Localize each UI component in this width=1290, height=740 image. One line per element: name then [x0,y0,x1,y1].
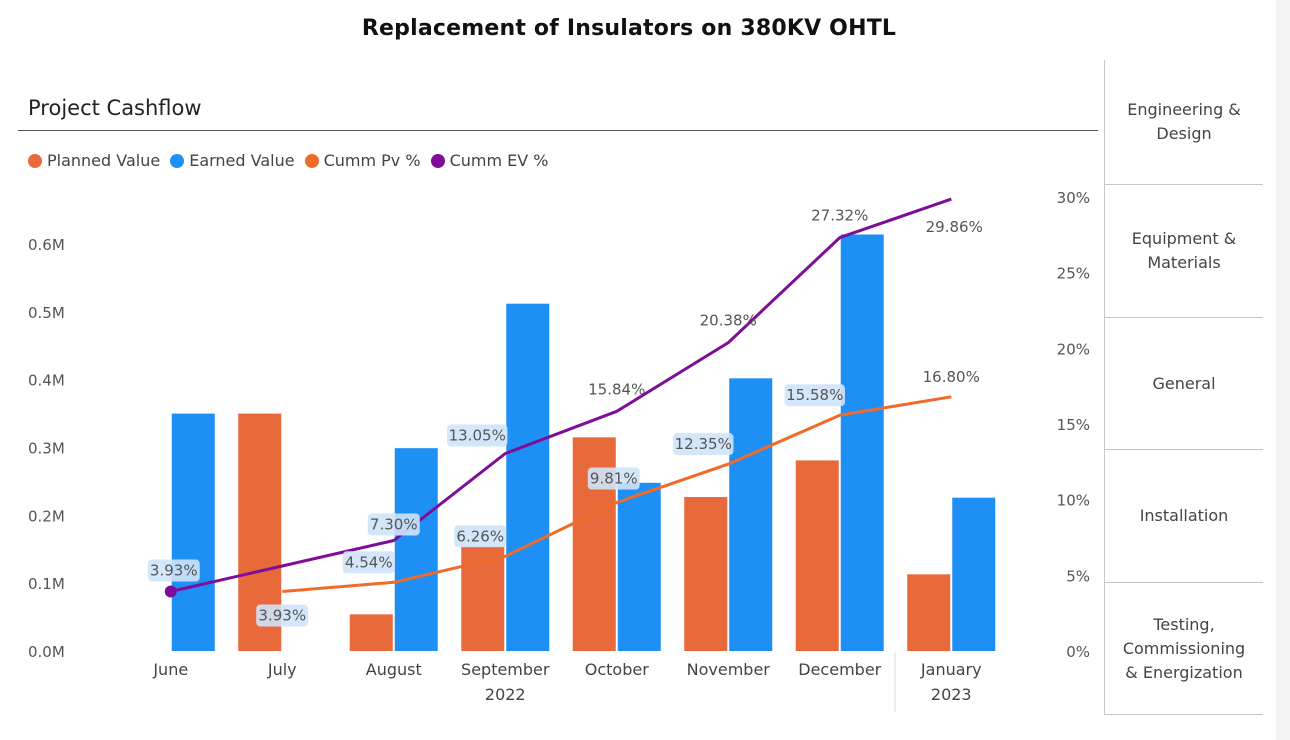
earned-value-bar [171,413,215,651]
cumm-ev-data-label: 3.93% [150,562,198,580]
cumm-ev-data-label: 7.30% [370,516,418,534]
x-tick-label: 2023 [931,685,972,704]
y-right-tick-label: 15% [1057,416,1090,434]
planned-value-bar [795,460,839,651]
data-label-box [367,513,420,536]
cumm-ev-line [170,197,952,593]
cashflow-chart: 0.0M 0.1M 0.2M 0.3M 0.4M 0.5M 0.6M 0% 5% 10% 15% 20… [28,189,1090,712]
chart-title: Project Cashflow [28,96,202,120]
page-title: Replacement of Insulators on 380KV OHTL [361,16,897,41]
x-tick-label: November [687,660,771,679]
cumm-pv-dot-icon [304,153,319,168]
legend-label: Planned Value [47,151,161,170]
y-right-tick-label: 20% [1057,340,1090,358]
y-left-tick-label: 0.2M [28,507,65,525]
x-tick-label: 2022 [485,685,526,704]
cumm-ev-data-label: 27.32% [811,207,868,225]
cumm-pv-data-label: 16.80% [923,368,980,386]
earned-value-dot-icon [170,153,185,168]
y-left-tick-label: 0.1M [28,575,65,593]
legend-item-planned-value[interactable]: Planned Value [28,151,160,170]
y-right-tick-label: 10% [1057,492,1090,510]
y-right-tick-label: 0% [1066,643,1090,661]
slicer-item-general[interactable]: General [1105,318,1263,450]
y-left-tick-label: 0.6M [28,236,65,254]
cumm-ev-dot-icon [430,153,445,168]
chart-legend: Planned Value Earned Value Cumm Pv % Cum… [28,151,558,170]
earned-value-bar [394,448,438,651]
cumm-pv-data-label: 15.58% [786,386,843,404]
legend-label: Earned Value [189,151,295,170]
category-slicer: Engineering & Design Equipment & Materia… [1104,60,1265,715]
y-right-tick-label: 5% [1066,567,1090,585]
x-tick-label: January [920,660,982,679]
data-label-box [454,525,507,548]
slicer-item-engineering-design[interactable]: Engineering & Design [1105,60,1263,185]
x-tick-label: June [152,660,188,679]
cumm-ev-point [164,585,177,598]
cumm-ev-data-label: 15.84% [588,380,645,398]
planned-value-bar [349,614,393,651]
planned-value-bar [907,574,951,651]
page-edge [1276,0,1290,740]
cumm-pv-line [282,395,952,593]
data-label-box [784,384,845,407]
y-left-tick-label: 0.5M [28,304,65,322]
slicer-item-installation[interactable]: Installation [1105,450,1263,583]
data-label-box [447,424,508,447]
legend-label: Cumm Pv % [323,151,421,170]
x-tick-label: August [366,660,422,679]
earned-value-bar [729,378,773,651]
earned-value-bar [506,303,550,651]
y-right-tick-label: 30% [1057,189,1090,207]
y-right-tick-label: 25% [1057,265,1090,283]
x-tick-label: September [461,660,550,679]
x-tick-label: December [798,660,881,679]
planned-value-dot-icon [28,153,42,168]
data-label-box [587,467,640,490]
earned-value-bar [840,234,884,651]
cumm-pv-data-label: 6.26% [456,527,504,545]
data-label-box [342,551,395,574]
cumm-pv-data-label: 12.35% [675,435,732,453]
data-label-box [673,433,734,456]
legend-item-cumm-pv[interactable]: Cumm Pv % [304,151,421,170]
y-left-tick-label: 0.0M [28,643,65,661]
planned-value-bar [684,497,728,651]
y-left-tick-label: 0.4M [28,372,65,390]
x-tick-label: October [585,660,649,679]
cumm-ev-data-label: 13.05% [449,427,506,445]
data-label-box [147,559,200,582]
cumm-pv-data-label: 4.54% [345,553,393,571]
data-label-box [256,604,309,627]
cumm-ev-data-label: 29.86% [926,218,983,236]
chart-title-divider [18,130,1098,131]
earned-value-bar [952,497,996,651]
cumm-ev-data-label: 20.38% [700,312,757,330]
slicer-item-testing-commissioning[interactable]: Testing, Commissioning & Energization [1105,583,1263,715]
legend-item-cumm-ev[interactable]: Cumm EV % [430,151,549,170]
cumm-pv-data-label: 3.93% [258,607,306,625]
cumm-pv-data-label: 9.81% [590,470,638,488]
earned-value-bar [617,482,661,651]
slicer-item-equipment-materials[interactable]: Equipment & Materials [1105,185,1263,318]
legend-label: Cumm EV % [449,151,549,170]
legend-item-earned-value[interactable]: Earned Value [170,151,295,170]
y-left-tick-label: 0.3M [28,440,65,458]
x-tick-label: July [267,660,297,679]
